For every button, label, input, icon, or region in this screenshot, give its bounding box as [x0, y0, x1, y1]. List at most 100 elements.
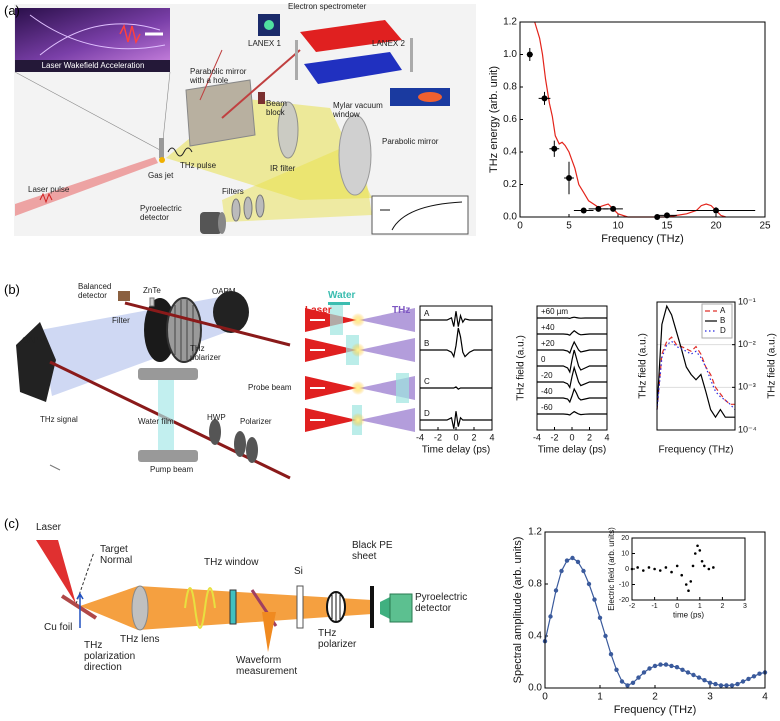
y-axis-label: THz field (a.u.): [516, 335, 527, 401]
plot-frame: [631, 537, 746, 601]
holder-top: [138, 368, 198, 380]
y-axis-label: Spectral amplitude (arb. units): [512, 537, 524, 684]
si-wafer: [296, 585, 304, 629]
data-point: [713, 207, 719, 214]
y-axis-label: Electric field (arb. units): [607, 527, 616, 611]
data-marker: [619, 679, 625, 684]
water-film: [158, 380, 174, 450]
data-marker: [581, 568, 586, 574]
plot-frame: [519, 21, 766, 218]
data-marker: [658, 662, 663, 667]
data-marker: [636, 675, 641, 680]
y-tick-label: 10⁻²: [738, 339, 756, 349]
data-marker: [663, 662, 669, 667]
data-point: [700, 559, 704, 563]
x-tick-label: 0: [453, 432, 458, 442]
data-point: [595, 205, 602, 212]
pulse-icon: [119, 23, 141, 45]
diagram-label: ZnTe: [143, 286, 161, 295]
diagram-label: Parabolic mirror: [382, 137, 439, 146]
data-point: [675, 564, 679, 568]
row-b: [305, 335, 415, 365]
data-marker: [597, 615, 603, 620]
chart: 0 1 2 3 4 0.0 0.4 0.8 1.2 Frequency (THz) Spectral…: [512, 527, 768, 716]
data-point: [636, 566, 639, 569]
trace-label: -60: [541, 403, 553, 412]
data-marker: [608, 652, 614, 657]
data-point: [610, 205, 617, 212]
x-tick-label: 2: [652, 692, 658, 703]
thz-lens: [131, 585, 149, 631]
diagram-label: Pump beam: [150, 465, 194, 474]
pyroelectric-detector: [389, 593, 413, 623]
y-tick-label: 0.8: [528, 579, 542, 590]
data-marker: [553, 588, 559, 593]
data-marker: [729, 683, 735, 688]
data-line: [537, 410, 607, 416]
oapm-right: [213, 291, 249, 333]
diagram-label: Filters: [222, 187, 244, 196]
data-marker: [630, 680, 636, 685]
data-point: [693, 552, 697, 555]
thz-window: [229, 589, 237, 625]
data-line: [534, 21, 726, 218]
data-line: [420, 311, 492, 327]
detector-face: [218, 212, 226, 234]
data-line: [656, 340, 736, 411]
trace-label: +20: [541, 339, 555, 348]
data-point: [642, 569, 645, 572]
diagram-label: THz signal: [40, 415, 78, 424]
signal-inset: [371, 195, 469, 235]
x-tick-label: 2: [471, 432, 476, 442]
y-axis-label-right: THz field (a.u.): [767, 333, 778, 399]
legend-label: D: [720, 326, 726, 335]
y-tick-label: 0.2: [503, 179, 517, 190]
sampling-beam: [262, 612, 276, 652]
thz-waveform: [184, 587, 216, 629]
data-marker: [680, 667, 685, 672]
detector-cone: [380, 597, 390, 619]
setup-b: [16, 291, 291, 480]
x-tick-label: 25: [759, 221, 771, 232]
data-marker: [564, 558, 570, 563]
diagram-label: Laser Wakefield Acceleration: [41, 61, 145, 70]
data-point: [703, 564, 706, 568]
electron-beam: [199, 49, 223, 101]
panel-label: (c): [4, 516, 20, 531]
diagram-label: THz polarization direction: [84, 640, 136, 673]
x-tick-label: 4: [762, 692, 768, 703]
x-axis-label: Time delay (ps): [538, 444, 607, 455]
diagram-label: LANEX 1: [248, 39, 281, 48]
data-marker: [713, 681, 718, 687]
data-point: [664, 566, 668, 569]
x-tick-label: 10: [612, 221, 624, 232]
data-point: [658, 569, 662, 572]
data-point: [653, 567, 656, 571]
data-point: [691, 564, 695, 568]
plot-frame: [656, 301, 736, 431]
polarization-arrow: [76, 592, 84, 628]
diagram-label: Probe beam: [248, 383, 292, 392]
data-point: [696, 544, 699, 548]
x-tick-label: 0: [675, 603, 679, 610]
chart: 10⁻⁴ 10⁻³ 10⁻² 10⁻¹ Frequency (THz) THz field…: [638, 296, 778, 455]
panel-label: (b): [4, 282, 20, 297]
row-a: [305, 305, 415, 335]
diagram-label: Mylar vacuum window: [333, 101, 383, 119]
diagram-label: Pyroelectric detector: [415, 592, 468, 614]
y-tick-label: -20: [619, 597, 629, 604]
polarizer: [234, 431, 246, 457]
polarizer-wires: [174, 300, 194, 360]
diagram-label: THz lens: [120, 634, 160, 645]
y-tick-label: 10: [621, 550, 629, 557]
trace-label: 0: [541, 355, 546, 364]
data-line: [420, 411, 492, 429]
thz-pulse-icon: [167, 147, 193, 157]
diagram-label: IR filter: [270, 164, 296, 173]
trace-label: B: [424, 339, 429, 348]
x-tick-label: 0: [569, 432, 574, 442]
